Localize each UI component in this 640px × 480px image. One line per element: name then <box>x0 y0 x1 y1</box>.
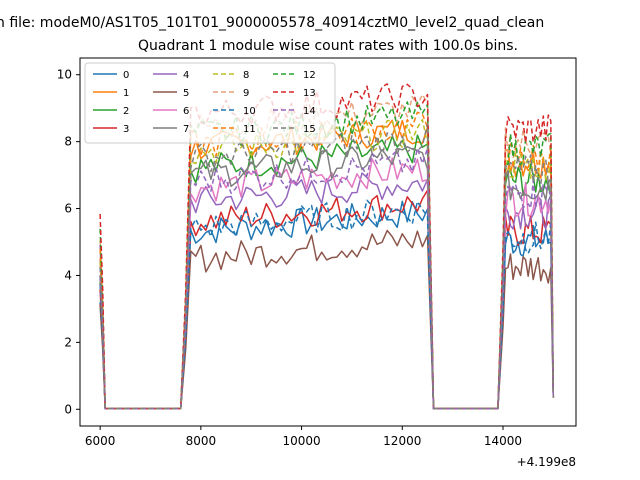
x-tick-label: 10000 <box>282 434 320 448</box>
y-tick-label: 0 <box>64 402 72 416</box>
y-tick-label: 2 <box>64 335 72 349</box>
series-line-8 <box>99 118 555 410</box>
y-axis: 0 2 4 6 8 10 <box>57 68 80 416</box>
legend-label: 6 <box>183 106 189 117</box>
legend-label: 11 <box>243 124 256 135</box>
y-tick-label: 6 <box>64 202 72 216</box>
axes-frame <box>79 57 577 427</box>
legend-label: 2 <box>123 106 129 117</box>
x-tick-label: 6000 <box>85 434 116 448</box>
x-tick-label: 8000 <box>186 434 217 448</box>
legend-label: 3 <box>123 124 129 135</box>
legend-label: 0 <box>123 70 129 81</box>
legend-label: 9 <box>243 88 249 99</box>
legend-label: 7 <box>183 124 189 135</box>
legend-label: 13 <box>303 88 316 99</box>
legend-label: 8 <box>243 70 249 81</box>
x-tick-label: 14000 <box>484 434 522 448</box>
x-tick-label: 12000 <box>383 434 421 448</box>
y-tick-label: 10 <box>57 68 72 82</box>
legend-label: 1 <box>123 88 129 99</box>
legend-label: 14 <box>303 106 316 117</box>
x-axis: 6000 8000 10000 12000 14000 <box>85 426 522 448</box>
series-lines <box>99 83 555 410</box>
chart-title: Quadrant 1 module wise count rates with … <box>138 38 518 54</box>
legend-label: 12 <box>303 70 316 81</box>
y-tick-label: 8 <box>64 135 72 149</box>
legend-label: 15 <box>303 124 316 135</box>
legend-label: 4 <box>183 70 189 81</box>
x-offset-label: +4.199e8 <box>517 455 576 469</box>
legend-box <box>84 62 336 144</box>
y-tick-label: 4 <box>64 268 72 282</box>
legend-label: 10 <box>243 106 256 117</box>
legend-label: 5 <box>183 88 189 99</box>
figure-suptitle: n file: modeM0/AS1T05_101T01_9000005578_… <box>0 15 544 31</box>
series-line-15 <box>99 123 555 410</box>
